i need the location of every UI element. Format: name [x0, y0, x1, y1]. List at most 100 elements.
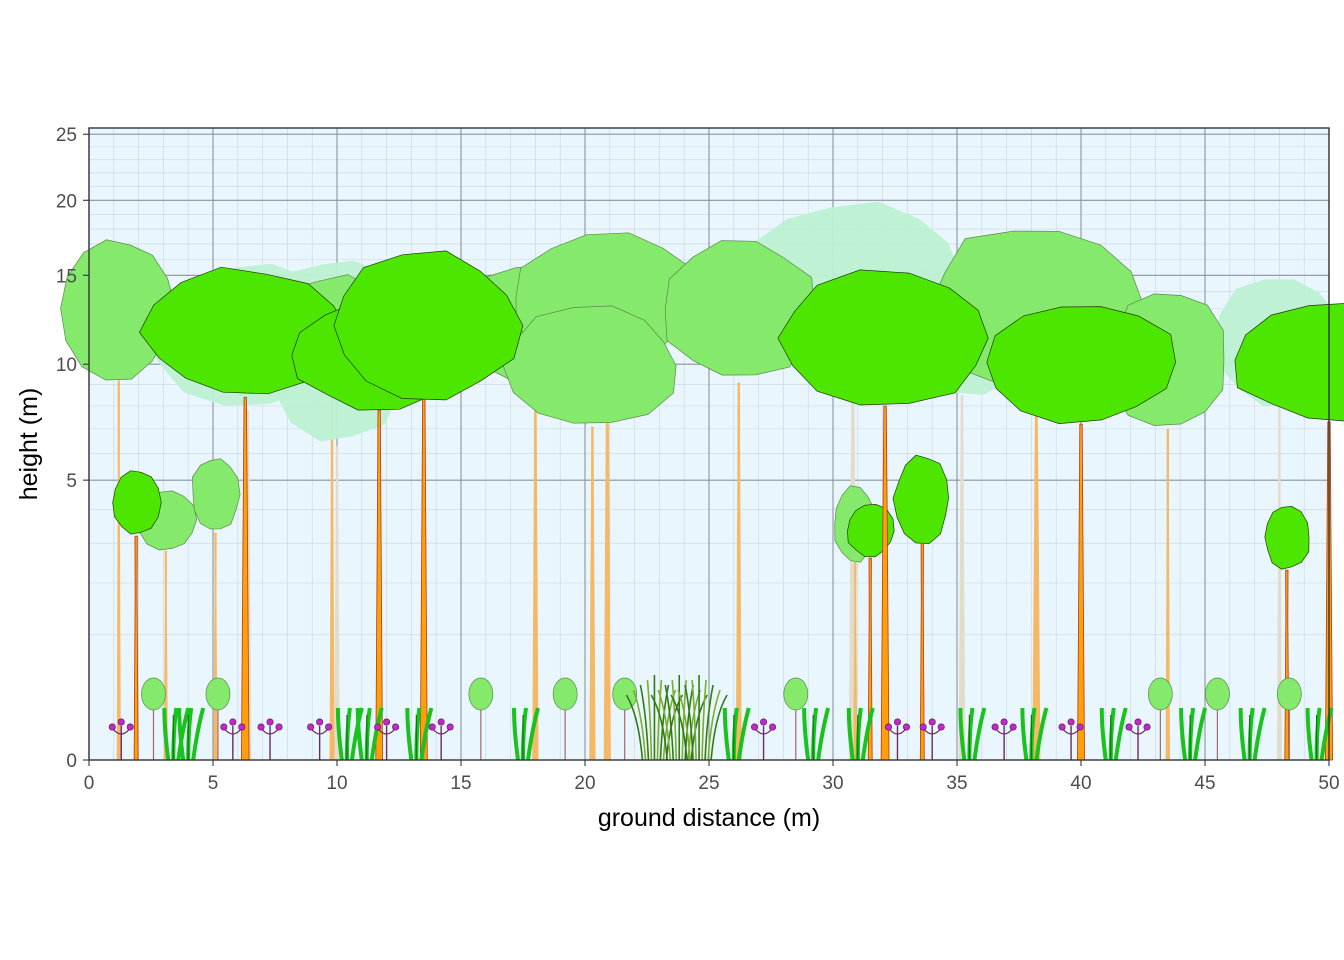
tree-stem — [133, 535, 139, 761]
ground-plants — [108, 675, 1334, 761]
tree-crown — [892, 454, 949, 545]
flower-head — [266, 718, 274, 726]
herb-leaf — [191, 707, 206, 761]
herb-leaf — [736, 707, 751, 761]
flower-head — [257, 723, 265, 731]
grass-blade — [657, 689, 672, 761]
flower-head — [437, 718, 445, 726]
flower-head — [1143, 723, 1151, 731]
grass-blade — [632, 689, 647, 761]
flower-head — [316, 718, 324, 726]
tree-stem — [334, 445, 340, 760]
tree-stem — [1165, 428, 1171, 760]
tree-stem — [1276, 406, 1282, 760]
flower-head — [126, 723, 134, 731]
flower-head — [1125, 723, 1133, 731]
shrub-crown — [552, 677, 578, 711]
flower-head — [884, 723, 892, 731]
grass-blade — [646, 679, 653, 761]
y-tick-label: 0 — [66, 751, 77, 772]
herb-leaf — [860, 707, 875, 761]
grass-blade — [704, 684, 714, 761]
x-tick-label: 10 — [326, 773, 347, 794]
grass-blade — [639, 684, 650, 761]
grass-blade — [710, 694, 728, 761]
flower-head — [928, 718, 936, 726]
x-axis-title: ground distance (m) — [598, 804, 820, 832]
grass-blade — [670, 694, 688, 761]
y-tick-label: 15 — [56, 266, 77, 287]
flower-head — [1000, 718, 1008, 726]
grass-blade — [707, 689, 721, 761]
x-tick-label: 5 — [208, 773, 219, 794]
herb-leaf — [802, 707, 811, 761]
flower-head — [1076, 723, 1084, 731]
herb-leaf — [369, 707, 384, 761]
grass-blade — [701, 679, 707, 761]
grass-blade — [656, 679, 663, 761]
flower-head — [893, 718, 901, 726]
flower-head — [1067, 718, 1075, 726]
herb-leaf — [816, 707, 831, 761]
x-tick-label: 45 — [1194, 773, 1215, 794]
herb-leaf — [1305, 707, 1314, 761]
herb-leaf — [405, 707, 414, 761]
herb-leaf — [972, 707, 987, 761]
x-tick-label: 30 — [822, 773, 843, 794]
tree-stem — [116, 380, 121, 760]
x-tick-label: 50 — [1318, 773, 1339, 794]
flower-head — [991, 723, 999, 731]
shrub-crown — [1205, 677, 1230, 711]
flower-head — [902, 723, 910, 731]
flower-head — [238, 723, 246, 731]
flower-head — [428, 723, 436, 731]
y-axis-title: height (m) — [15, 388, 43, 501]
herb-leaf — [419, 707, 434, 761]
x-tick-label: 20 — [574, 773, 595, 794]
shrub-crown — [612, 677, 638, 711]
x-tick-label: 0 — [84, 773, 95, 794]
grass-blade — [684, 684, 694, 761]
shrub-crown — [205, 677, 231, 711]
herb-leaf — [1193, 707, 1208, 761]
flower-head — [769, 723, 777, 731]
herb-leaf — [1020, 707, 1029, 761]
herb-leaf — [335, 707, 344, 761]
herb-leaf — [1034, 707, 1049, 761]
flower-head — [229, 718, 237, 726]
tree-stem — [853, 562, 858, 760]
herb-leaf — [1179, 707, 1188, 761]
tree-stem — [329, 384, 335, 760]
x-tick-label: 40 — [1070, 773, 1091, 794]
shrub-crown — [1276, 677, 1302, 711]
grass-blade — [677, 689, 691, 761]
herb-leaf — [162, 707, 171, 761]
y-tick-label: 10 — [56, 355, 77, 376]
flower-head — [374, 723, 382, 731]
shrub-crown — [141, 677, 166, 711]
tree-stems — [116, 344, 1282, 760]
tree-stem — [603, 364, 611, 760]
x-tick-label: 35 — [946, 773, 967, 794]
herb-leaf — [1238, 707, 1247, 761]
herb-leaf — [1113, 707, 1128, 761]
tree-crowns — [60, 201, 1344, 570]
y-tick-label: 5 — [66, 471, 77, 492]
flower-head — [1009, 723, 1017, 731]
herb-leaf — [958, 707, 967, 761]
herb-leaf — [526, 707, 540, 761]
tree-stem — [735, 382, 742, 760]
grass-blade — [659, 684, 670, 761]
shrub-crown — [783, 677, 809, 711]
herb-leaf — [176, 707, 191, 761]
flower-head — [937, 723, 945, 731]
flower-head — [383, 718, 391, 726]
tree-stem — [1284, 569, 1290, 761]
tree-crown — [333, 250, 524, 401]
grass-blade — [625, 694, 644, 761]
flower-head — [1134, 718, 1142, 726]
tree-crown — [664, 240, 815, 376]
tree-crown — [986, 306, 1176, 424]
x-tick-label: 25 — [698, 773, 719, 794]
